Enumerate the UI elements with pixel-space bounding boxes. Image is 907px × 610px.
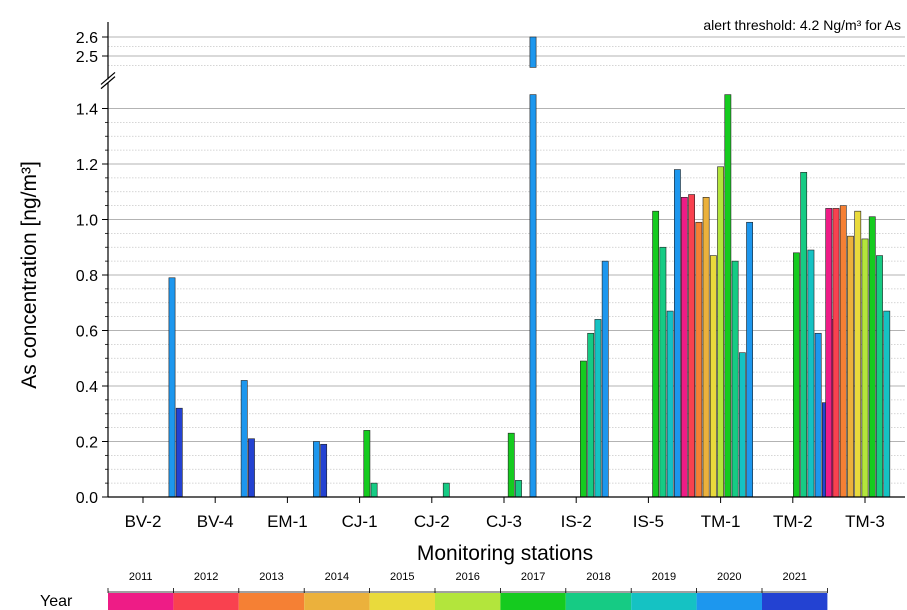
y-tick-label: 0.4 bbox=[76, 379, 98, 396]
y-tick-label: 1.4 bbox=[76, 102, 98, 119]
legend-swatch-2018 bbox=[565, 593, 632, 610]
bar-CJ-3-2020-lower bbox=[529, 94, 537, 498]
x-tick-label-IS-5: IS-5 bbox=[633, 512, 664, 531]
grid-lines bbox=[108, 36, 905, 484]
legend-swatch-2019 bbox=[631, 593, 697, 610]
legend-swatch-2014 bbox=[304, 593, 370, 610]
x-tick-label-BV-4: BV-4 bbox=[197, 512, 234, 531]
y-tick-label: 2.5 bbox=[76, 49, 98, 66]
bar-TM-3-2013 bbox=[839, 205, 847, 498]
bar-TM-1-2020 bbox=[746, 221, 753, 498]
x-tick-label-CJ-1: CJ-1 bbox=[342, 512, 378, 531]
x-tick-label-IS-2: IS-2 bbox=[561, 512, 592, 531]
y-tick-label: 0.6 bbox=[76, 324, 98, 341]
x-tick-label-TM-1: TM-1 bbox=[701, 512, 741, 531]
bar-BV-4-2020 bbox=[240, 380, 248, 498]
axis-break-mark bbox=[100, 76, 116, 90]
legend-label-2021: 2021 bbox=[782, 571, 806, 583]
x-tick-label-BV-2: BV-2 bbox=[125, 512, 162, 531]
bar-EM-1-2020 bbox=[312, 441, 320, 498]
bar-CJ-1-2017 bbox=[363, 430, 371, 498]
legend-label-2014: 2014 bbox=[325, 571, 349, 583]
bar-IS-5-2019 bbox=[666, 310, 674, 498]
bar-IS-5-2018 bbox=[659, 246, 667, 498]
legend-swatch-2017 bbox=[500, 593, 566, 610]
legend-swatch-2016 bbox=[435, 593, 501, 610]
axes: BV-2 BV-4 EM-1 CJ-1 CJ-2 CJ-3 IS-2 IS-5 TM-1 TM-2… bbox=[76, 22, 905, 531]
y-axis-label: As concentration [ng/m³] bbox=[18, 161, 41, 389]
bar-BV-2-2020 bbox=[168, 277, 176, 498]
bar-TM-2-2018 bbox=[800, 172, 808, 498]
x-tick-label-CJ-2: CJ-2 bbox=[414, 512, 450, 531]
bar-IS-2-2017 bbox=[580, 360, 587, 498]
bar-TM-2-2017 bbox=[793, 252, 800, 498]
y-tick-label: 1.2 bbox=[76, 157, 98, 174]
bar-CJ-3-2018 bbox=[515, 480, 522, 498]
legend-label-2018: 2018 bbox=[586, 571, 610, 583]
bar-TM-3-2015 bbox=[854, 210, 862, 498]
bar-TM-1-2018 bbox=[731, 260, 739, 498]
bar-IS-2-2020 bbox=[601, 260, 609, 498]
y-tick-label: 2.6 bbox=[76, 30, 98, 47]
bar-BV-2-2021 bbox=[175, 407, 183, 498]
bar-CJ-3-2017 bbox=[507, 432, 515, 498]
bar-TM-3-2017 bbox=[868, 216, 876, 498]
legend-label-2017: 2017 bbox=[521, 571, 545, 583]
bar-TM-1-2019 bbox=[738, 352, 746, 498]
bar-TM-1-2012 bbox=[688, 194, 695, 498]
bar-TM-1-2011 bbox=[680, 197, 688, 498]
legend-swatch-2021 bbox=[762, 593, 828, 610]
legend-label-2013: 2013 bbox=[259, 571, 283, 583]
bar-TM-1-2013 bbox=[695, 221, 703, 498]
year-legend: Year 2011 2012 2013 2014 2015 2016 2017 2018 201… bbox=[40, 571, 828, 610]
x-tick-label-EM-1: EM-1 bbox=[267, 512, 308, 531]
legend-label-2011: 2011 bbox=[129, 571, 153, 583]
bar-CJ-1-2018 bbox=[370, 482, 378, 498]
bar-TM-3-2014 bbox=[847, 235, 854, 498]
alert-threshold-annotation: alert threshold: 4.2 Ng/m³ for As bbox=[703, 17, 901, 33]
bar-CJ-3-2020-upper bbox=[529, 36, 537, 68]
bar-IS-5-2017 bbox=[652, 210, 660, 498]
legend-label-2019: 2019 bbox=[652, 571, 676, 583]
legend-swatch-2020 bbox=[696, 593, 762, 610]
axis-break-mark bbox=[100, 71, 116, 85]
legend-label-2016: 2016 bbox=[455, 571, 479, 583]
bar-TM-1-2016 bbox=[717, 166, 724, 498]
bar-TM-3-2016 bbox=[861, 238, 869, 498]
bar-TM-3-2018 bbox=[876, 255, 883, 498]
bar-TM-2-2020 bbox=[814, 332, 822, 498]
bar-TM-3-2012 bbox=[832, 208, 840, 498]
bar-EM-1-2021 bbox=[320, 443, 328, 498]
legend-swatch-2011 bbox=[108, 593, 174, 610]
y-tick-label: 0.2 bbox=[76, 435, 98, 452]
legend-label-2012: 2012 bbox=[194, 571, 218, 583]
bar-TM-1-2015 bbox=[709, 255, 717, 498]
bar-IS-2-2019 bbox=[594, 319, 602, 498]
bar-TM-3-2011 bbox=[825, 208, 833, 498]
legend-swatch-2013 bbox=[238, 593, 305, 610]
bar-TM-3-2019 bbox=[883, 310, 891, 498]
x-tick-label-CJ-3: CJ-3 bbox=[486, 512, 522, 531]
bar-TM-2-2019 bbox=[807, 249, 815, 498]
bar-BV-4-2021 bbox=[248, 438, 255, 498]
x-tick-label-TM-2: TM-2 bbox=[773, 512, 813, 531]
bar-TM-1-2017 bbox=[724, 94, 732, 498]
x-tick-label-TM-3: TM-3 bbox=[845, 512, 885, 531]
bar-IS-5-2020 bbox=[673, 169, 681, 498]
bar-TM-1-2014 bbox=[702, 197, 710, 498]
legend-swatch-2012 bbox=[173, 593, 239, 610]
legend-label-2020: 2020 bbox=[717, 571, 741, 583]
bar-IS-2-2018 bbox=[587, 332, 595, 498]
y-tick-label: 1.0 bbox=[76, 213, 98, 230]
bar-CJ-2-2018 bbox=[442, 482, 450, 498]
legend-swatch-2015 bbox=[369, 593, 435, 610]
legend-label-2015: 2015 bbox=[390, 571, 414, 583]
y-tick-label: 0.8 bbox=[76, 268, 98, 285]
x-axis-label: Monitoring stations bbox=[417, 542, 593, 565]
y-tick-label: 0.0 bbox=[76, 490, 98, 507]
bars bbox=[168, 36, 891, 498]
legend-title: Year bbox=[40, 593, 73, 610]
